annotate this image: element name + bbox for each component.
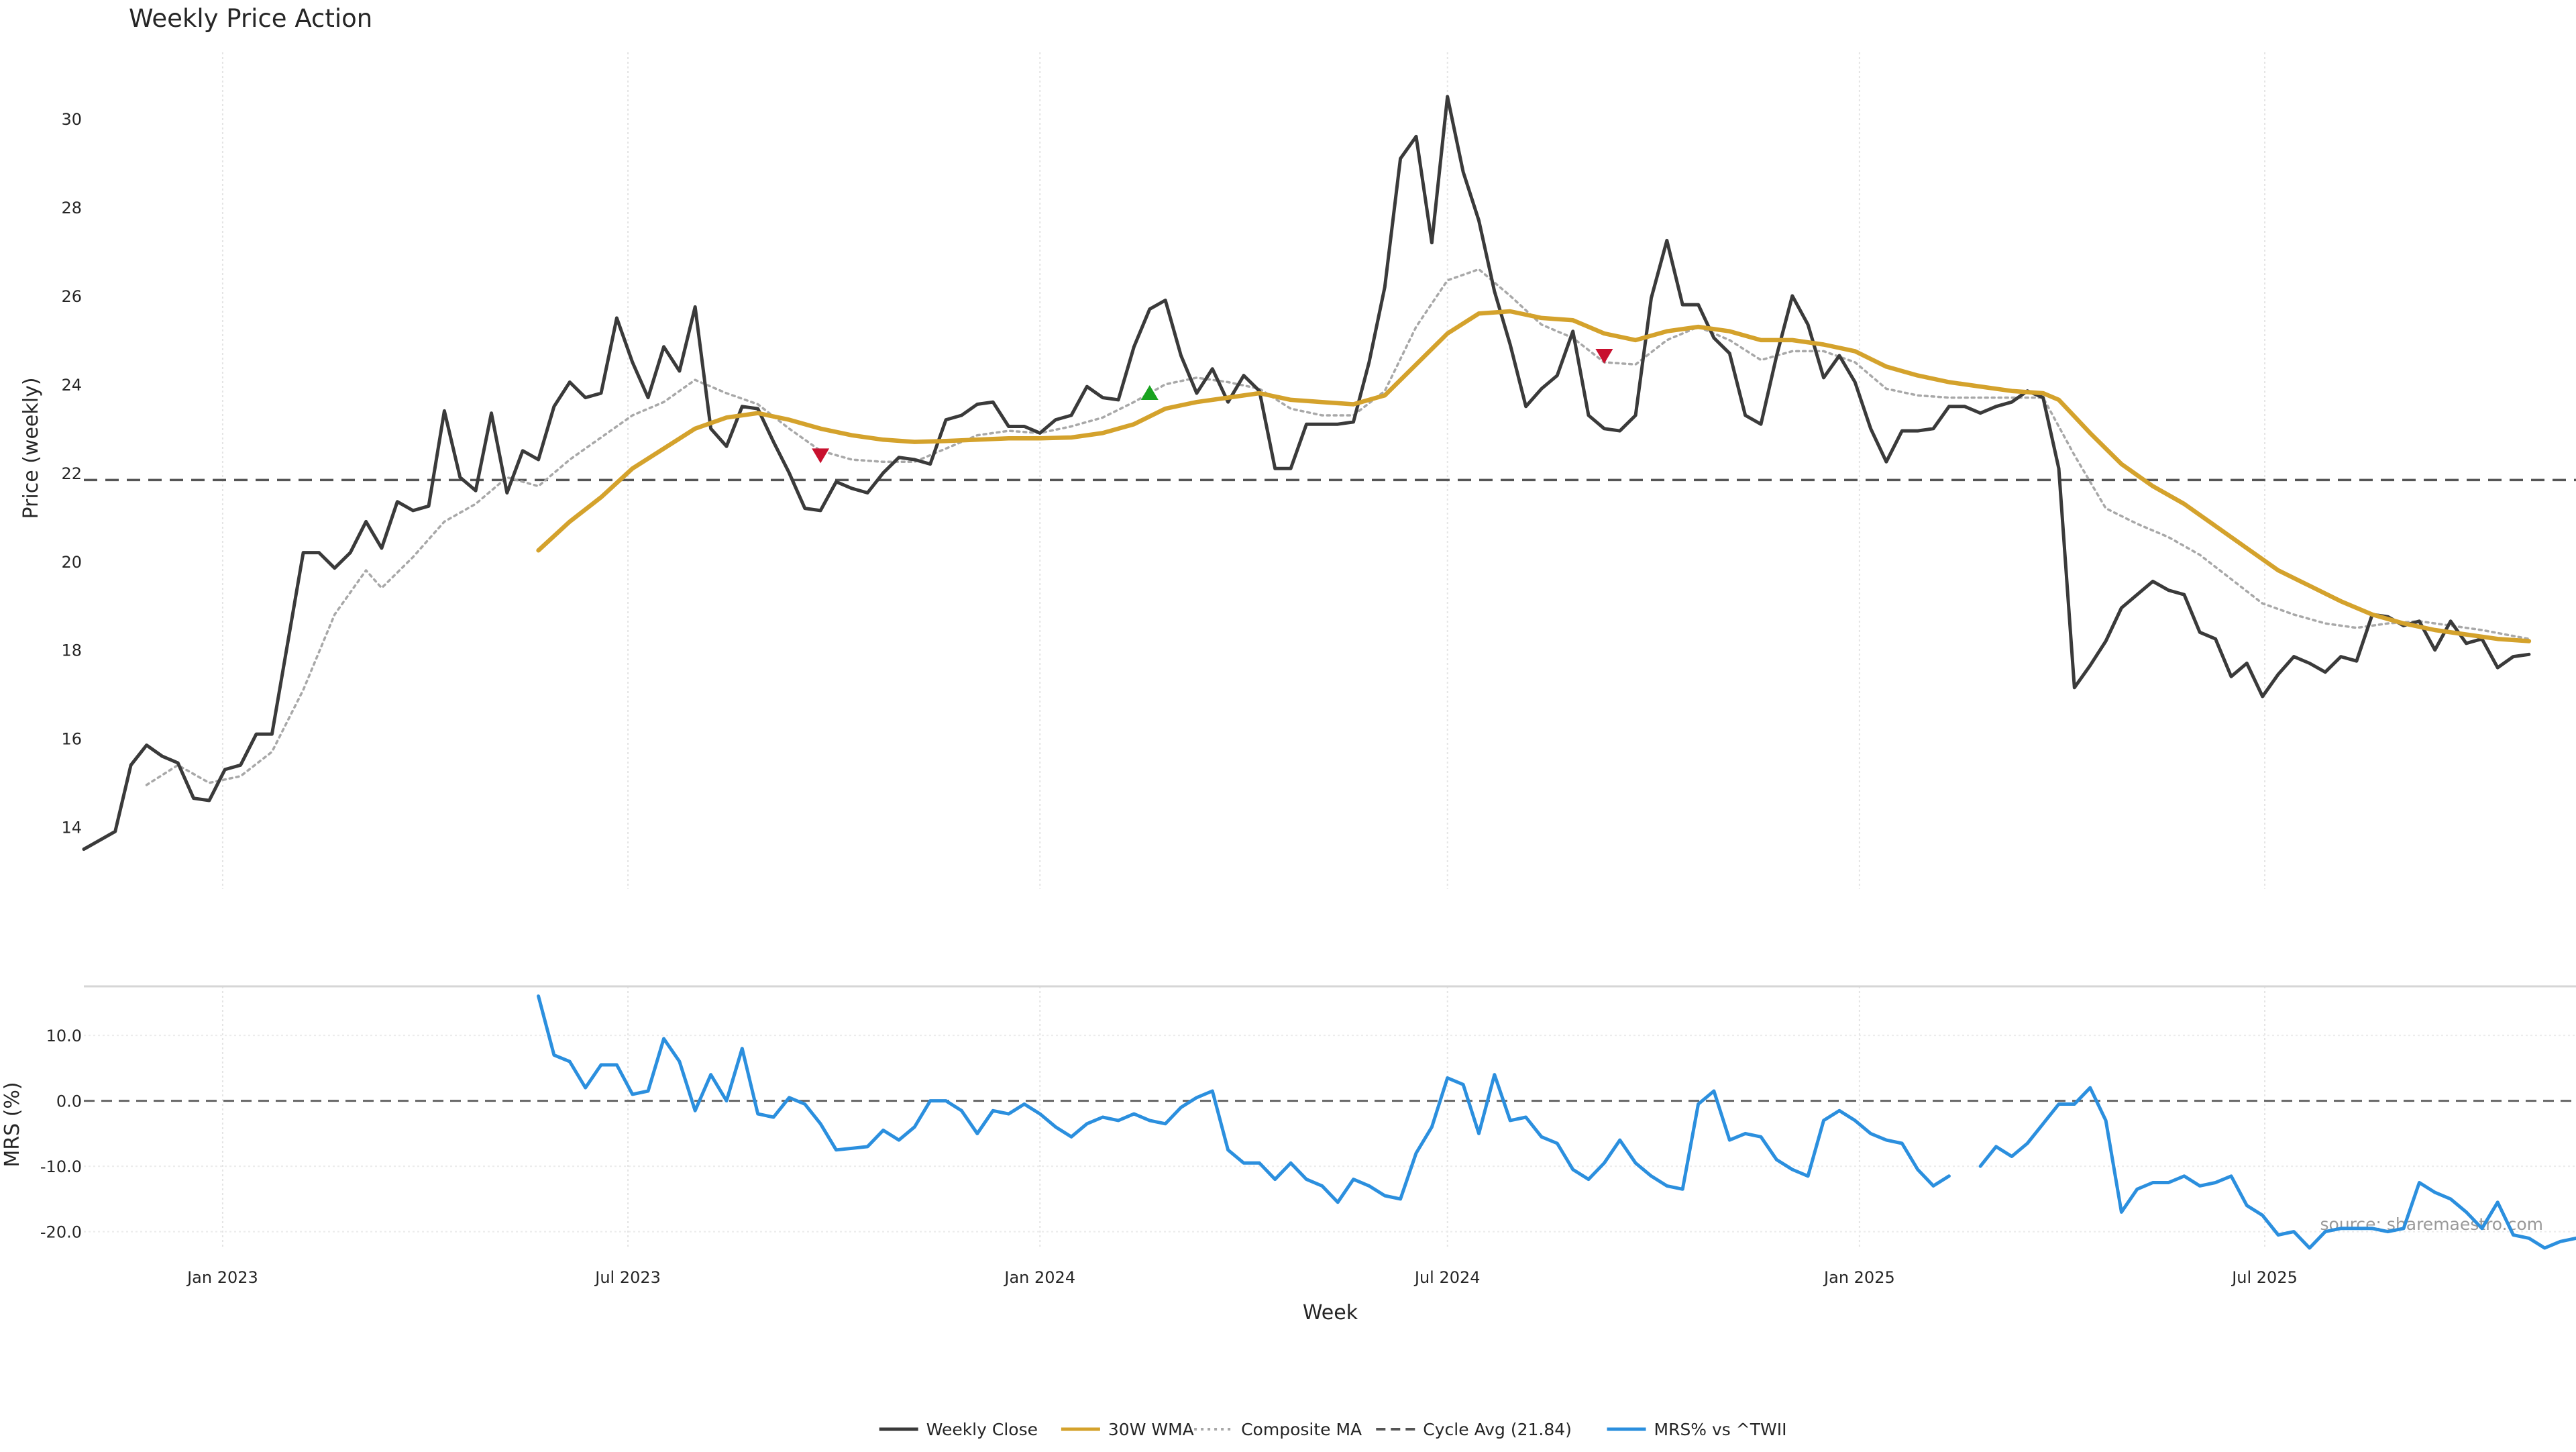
x-tick-label: Jul 2025 (2231, 1268, 2298, 1287)
mrs-y-tick-label: 10.0 (46, 1027, 82, 1045)
composite-ma-series-line (145, 268, 2530, 786)
weekly-close-series-line (82, 95, 2531, 851)
x-tick-label: Jul 2024 (1413, 1268, 1481, 1287)
mrs-panel: 10.0 0.0 -10.0 -20.0 (40, 985, 2576, 1250)
chart-title: Weekly Price Action (129, 4, 372, 33)
legend-label-composite-ma: Composite MA (1241, 1420, 1362, 1439)
grid-layer (221, 52, 2266, 1248)
signal-marker-down (812, 448, 830, 464)
legend-label-weekly-close: Weekly Close (926, 1420, 1038, 1439)
price-y-tick-label: 20 (61, 553, 82, 572)
price-y-tick-label: 30 (61, 110, 82, 129)
mrs-y-axis-label: MRS (%) (1, 1082, 24, 1167)
legend-label-30w-wma: 30W WMA (1108, 1420, 1194, 1439)
x-tick-label: Jan 2025 (1823, 1268, 1895, 1287)
price-y-tick-label: 28 (61, 199, 82, 217)
mrs-series-line (1978, 1086, 2576, 1250)
mrs-y-tick-label: 0.0 (56, 1092, 82, 1111)
price-y-tick-label: 22 (61, 464, 82, 483)
price-y-tick-label: 24 (61, 376, 82, 395)
x-axis-label: Week (1303, 1301, 1358, 1325)
x-axis-ticks: Jan 2023 Jul 2023 Jan 2024 Jul 2024 Jan 2025… (186, 1268, 2298, 1287)
x-tick-label: Jul 2023 (594, 1268, 661, 1287)
mrs-series-line (537, 994, 1951, 1204)
legend-label-cycle-avg-21-84: Cycle Avg (21.84) (1423, 1420, 1572, 1439)
signal-marker-up (1140, 385, 1159, 401)
legend: Weekly Close 30W WMA Composite MA Cycle Avg… (879, 1420, 1787, 1439)
price-y-axis-label: Price (weekly) (19, 377, 43, 519)
x-tick-label: Jan 2023 (186, 1268, 258, 1287)
price-y-tick-label: 26 (61, 287, 82, 306)
price-y-tick-label: 14 (61, 819, 82, 837)
price-y-tick-label: 18 (61, 641, 82, 660)
price-y-tick-label: 16 (61, 730, 82, 749)
30w-wma-series-line (536, 309, 2532, 643)
mrs-y-tick-label: -20.0 (40, 1223, 82, 1242)
mrs-y-tick-label: -10.0 (40, 1157, 82, 1176)
signal-marker-down (1595, 348, 1613, 364)
x-tick-label: Jan 2024 (1003, 1268, 1075, 1287)
legend-label-mrs-vs-twii: MRS% vs ^TWII (1654, 1420, 1787, 1439)
price-panel: 14 16 18 20 22 24 26 28 30 (61, 95, 2576, 851)
